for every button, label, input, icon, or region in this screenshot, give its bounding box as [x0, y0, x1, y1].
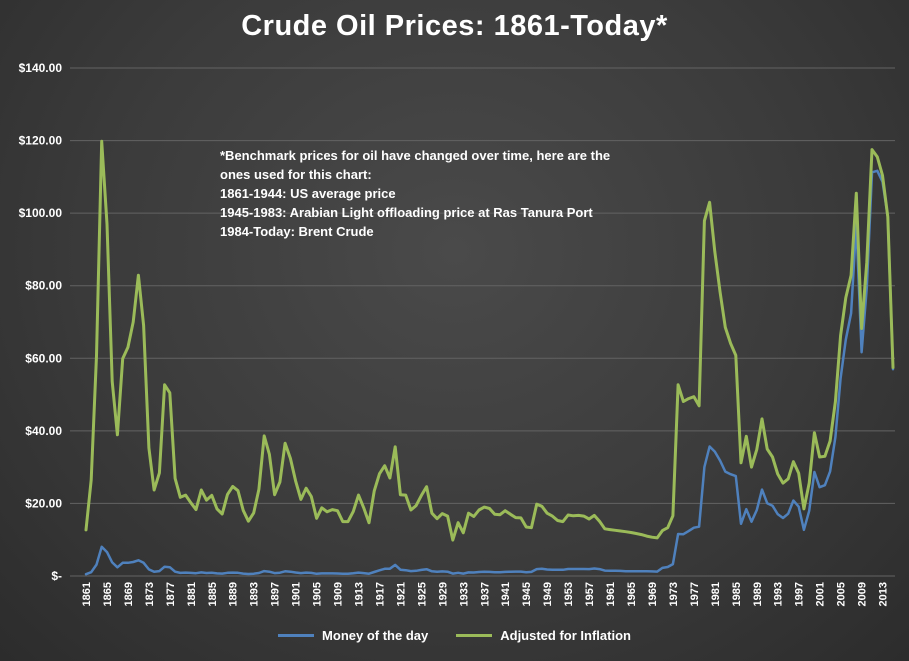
svg-text:1905: 1905	[312, 582, 324, 606]
svg-text:$120.00: $120.00	[19, 134, 63, 148]
svg-text:1949: 1949	[542, 582, 554, 606]
x-axis-labels: 1861 1865 1869 1873 1877 1881 1885 1889 1893 1897…	[81, 582, 890, 606]
svg-text:1957: 1957	[584, 582, 596, 606]
svg-text:1993: 1993	[773, 582, 785, 606]
legend-line-money-icon	[278, 634, 315, 637]
svg-text:1977: 1977	[689, 582, 701, 606]
svg-text:1897: 1897	[270, 582, 282, 606]
svg-text:1965: 1965	[626, 582, 638, 606]
svg-text:$100.00: $100.00	[19, 206, 63, 220]
svg-text:1941: 1941	[500, 582, 512, 606]
svg-text:1985: 1985	[731, 582, 743, 606]
legend-line-inflation-icon	[456, 634, 493, 637]
svg-text:1989: 1989	[752, 582, 764, 606]
svg-text:2001: 2001	[815, 582, 827, 606]
svg-text:1997: 1997	[794, 582, 806, 606]
legend-item-money-of-the-day: Money of the day	[278, 628, 428, 643]
svg-text:1921: 1921	[395, 582, 407, 606]
svg-text:1877: 1877	[165, 582, 177, 606]
legend-item-adjusted-for-inflation: Adjusted for Inflation	[456, 628, 631, 643]
svg-text:1925: 1925	[416, 582, 428, 606]
svg-text:1865: 1865	[102, 582, 114, 606]
series-line-adjusted-for-inflation	[84, 139, 895, 542]
svg-text:1953: 1953	[563, 582, 575, 606]
y-gridlines	[70, 67, 895, 577]
legend-label-inflation: Adjusted for Inflation	[500, 628, 631, 643]
svg-text:1861: 1861	[81, 582, 93, 606]
svg-text:1969: 1969	[647, 582, 659, 606]
series-line-money-of-the-day	[84, 169, 895, 576]
svg-text:1981: 1981	[710, 582, 722, 606]
svg-text:1901: 1901	[291, 582, 303, 606]
svg-text:1929: 1929	[437, 582, 449, 606]
svg-text:1917: 1917	[374, 582, 386, 606]
svg-text:1909: 1909	[333, 582, 345, 606]
svg-text:1913: 1913	[353, 582, 365, 606]
svg-text:2009: 2009	[857, 582, 869, 606]
svg-text:1961: 1961	[605, 582, 617, 606]
svg-text:1889: 1889	[228, 582, 240, 606]
svg-text:1869: 1869	[123, 582, 135, 606]
svg-text:1881: 1881	[186, 582, 198, 606]
svg-text:$80.00: $80.00	[25, 279, 62, 293]
svg-text:$-: $-	[51, 569, 62, 583]
svg-text:1873: 1873	[144, 582, 156, 606]
svg-text:$60.00: $60.00	[25, 351, 62, 365]
svg-text:$140.00: $140.00	[19, 61, 63, 75]
svg-text:1973: 1973	[668, 582, 680, 606]
svg-text:1885: 1885	[207, 582, 219, 606]
svg-text:$20.00: $20.00	[25, 496, 62, 510]
chart-title: Crude Oil Prices: 1861-Today*	[241, 10, 668, 42]
svg-text:1945: 1945	[521, 582, 533, 606]
svg-text:2013: 2013	[878, 582, 890, 606]
svg-text:1933: 1933	[458, 582, 470, 606]
benchmark-note: *Benchmark prices for oil have changed o…	[220, 148, 611, 239]
svg-text:1893: 1893	[249, 582, 261, 606]
legend-label-money: Money of the day	[322, 628, 429, 643]
svg-text:$40.00: $40.00	[25, 424, 62, 438]
svg-text:1937: 1937	[479, 582, 491, 606]
y-axis-labels: $- $20.00 $40.00 $60.00 $80.00 $100.00 $120.00…	[19, 61, 63, 583]
chart-legend: Money of the day Adjusted for Inflation	[0, 628, 909, 643]
svg-text:2005: 2005	[836, 582, 848, 606]
